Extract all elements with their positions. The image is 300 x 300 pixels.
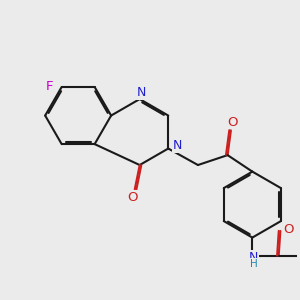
Text: N: N bbox=[249, 251, 259, 264]
Text: N: N bbox=[172, 139, 182, 152]
Text: O: O bbox=[284, 223, 294, 236]
Text: O: O bbox=[127, 191, 138, 204]
Text: O: O bbox=[227, 116, 238, 129]
Text: N: N bbox=[136, 86, 146, 99]
Text: F: F bbox=[46, 80, 54, 94]
Text: H: H bbox=[250, 259, 258, 269]
